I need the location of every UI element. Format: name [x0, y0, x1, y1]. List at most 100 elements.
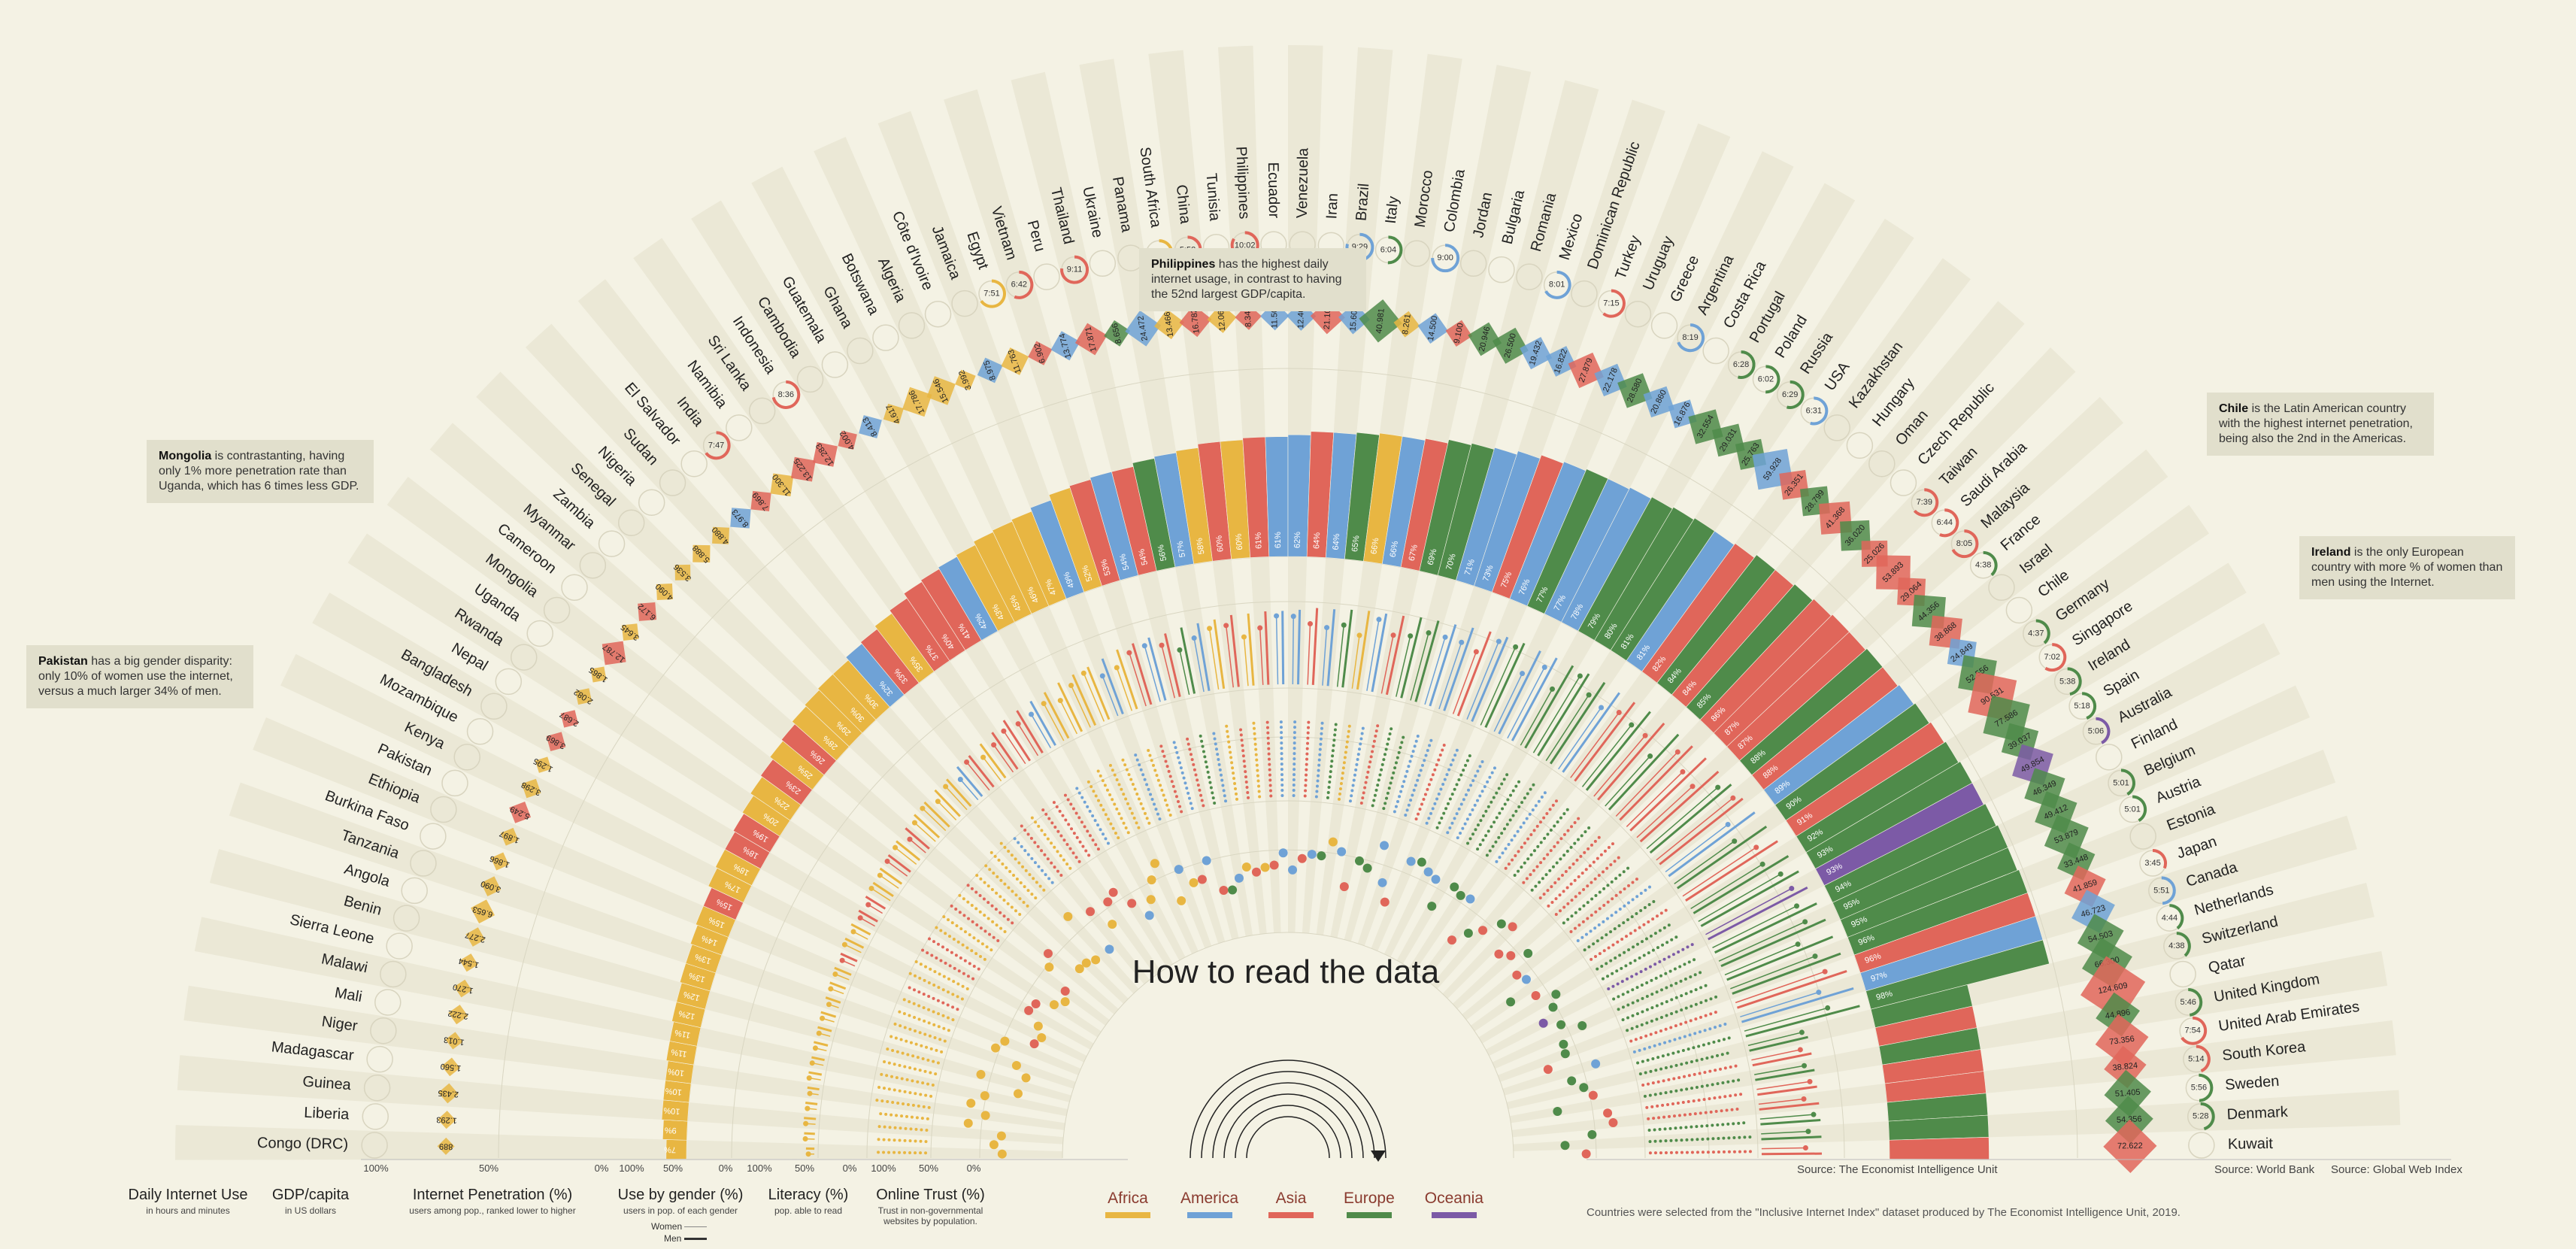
literacy-dot: [1685, 1061, 1689, 1065]
usage-ring: [1033, 263, 1060, 290]
literacy-dot: [1122, 793, 1126, 796]
usage-circle: [1403, 240, 1431, 267]
literacy-dot: [1115, 807, 1119, 811]
literacy-dot: [914, 1151, 917, 1155]
literacy-dot: [1583, 948, 1587, 952]
literacy-dot: [1667, 923, 1671, 927]
gender-women-dot: [1599, 705, 1605, 711]
gdp-label: 72.622: [2117, 1141, 2143, 1150]
literacy-dot: [1594, 910, 1598, 914]
gdp-diamond: 1.295: [532, 756, 555, 773]
gdp-label: 24.472: [1136, 315, 1150, 341]
literacy-dot: [1594, 954, 1598, 958]
gender-women-dot: [868, 885, 874, 891]
gender-women-line: [1615, 751, 1678, 817]
literacy-dot: [1656, 1056, 1660, 1060]
literacy-dot: [1685, 1087, 1689, 1091]
trust-dot: [996, 1131, 1006, 1141]
literacy-dot: [1732, 1122, 1735, 1126]
literacy-dot: [1186, 742, 1190, 746]
gender-women-dot: [1001, 728, 1007, 734]
literacy-dot: [1183, 781, 1187, 785]
literacy-dot: [1580, 834, 1583, 838]
usage-label: 4:37: [2028, 629, 2044, 638]
gender-women-dot: [1759, 861, 1765, 867]
trust-dot: [1496, 919, 1506, 929]
usage-arc: [1786, 380, 1805, 409]
usage-circle: 5:06: [2082, 717, 2111, 745]
literacy-dot: [1509, 793, 1513, 797]
literacy-dot: [1081, 844, 1085, 848]
literacy-dot: [1680, 1150, 1683, 1154]
gender-women-dot: [1577, 673, 1583, 679]
gdp-shape: [2104, 1045, 2147, 1089]
literacy-dot: [1104, 813, 1108, 817]
gdp-shape: [560, 710, 579, 728]
literacy-dot: [1630, 1026, 1634, 1030]
literacy-dot: [1525, 817, 1529, 820]
literacy-dot: [1647, 885, 1651, 889]
gender-women-line: [914, 822, 936, 842]
literacy-dot: [1592, 860, 1596, 864]
usage-circle: [1033, 263, 1060, 290]
gender-women-dot: [802, 1135, 808, 1141]
gender-women-dot: [920, 805, 926, 811]
literacy-dot: [1053, 866, 1056, 869]
usage-circle: 4:37: [2023, 619, 2050, 647]
literacy-dot: [1616, 982, 1620, 986]
gdp-diamond: 1.544: [458, 953, 480, 972]
literacy-dot: [1653, 1139, 1657, 1143]
how-to-ring: [1223, 1093, 1353, 1159]
literacy-dot: [1670, 1012, 1674, 1016]
gender-men-line: [1732, 952, 1841, 995]
literacy-dot: [1748, 1135, 1752, 1139]
callout-chile: Chile is the Latin American country with…: [2207, 393, 2434, 456]
literacy-dot: [887, 1138, 891, 1141]
literacy-dot: [1683, 978, 1687, 981]
literacy-dot: [1368, 760, 1372, 764]
literacy-dot: [912, 1002, 916, 1005]
penetration-bars: 7%9%10%10%10%11%11%12%12%13%13%14%15%15%…: [661, 431, 2050, 1160]
literacy-dot: [1030, 816, 1034, 820]
literacy-dot: [1014, 857, 1017, 861]
literacy-dot: [1462, 768, 1465, 772]
literacy-dot: [913, 974, 917, 978]
literacy-dot: [1709, 1012, 1713, 1016]
literacy-dot: [1244, 781, 1248, 784]
axis-ticks: 100% 50% 0% 100% 50% 0% 100% 50% 0% 100% 50% 0%: [361, 1159, 2451, 1174]
literacy-dot: [893, 1022, 897, 1026]
literacy-dot: [1580, 935, 1584, 939]
literacy-dot: [1399, 746, 1402, 750]
literacy-dot: [1659, 911, 1663, 915]
axis-tick-label: 0%: [719, 1163, 733, 1174]
gdp-label: 40.981: [1374, 308, 1386, 334]
literacy-dot: [1706, 1150, 1710, 1154]
literacy-dot: [1374, 734, 1377, 738]
literacy-dot: [1564, 869, 1568, 873]
literacy-dot: [1068, 847, 1072, 850]
penetration-label: 10%: [665, 1086, 682, 1096]
literacy-dot: [1232, 772, 1235, 775]
literacy-dot: [1014, 909, 1018, 913]
literacy-dot: [929, 1047, 933, 1050]
gdp-diamond: 2.435: [438, 1083, 459, 1104]
gender-women-dot: [1732, 838, 1738, 844]
literacy-dot: [905, 1039, 908, 1043]
literacy-dot: [1606, 975, 1610, 978]
trust-dot: [1197, 875, 1207, 884]
literacy-dot: [888, 1126, 892, 1129]
literacy-dot: [1665, 1000, 1668, 1004]
literacy-dot: [1129, 778, 1133, 781]
literacy-dot: [1347, 724, 1351, 728]
literacy-dot: [1488, 775, 1492, 779]
literacy-dot: [1254, 747, 1258, 751]
literacy-dot: [1193, 768, 1196, 772]
usage-circle: 7:47: [702, 431, 731, 460]
country-label: Brazil: [1353, 183, 1373, 222]
literacy-dot: [1656, 946, 1659, 950]
usage-ring: [495, 668, 523, 696]
literacy-dot: [1480, 790, 1484, 793]
gender-women-dot: [805, 1151, 811, 1157]
literacy-dot: [1380, 762, 1384, 766]
literacy-dot: [1714, 1110, 1718, 1114]
